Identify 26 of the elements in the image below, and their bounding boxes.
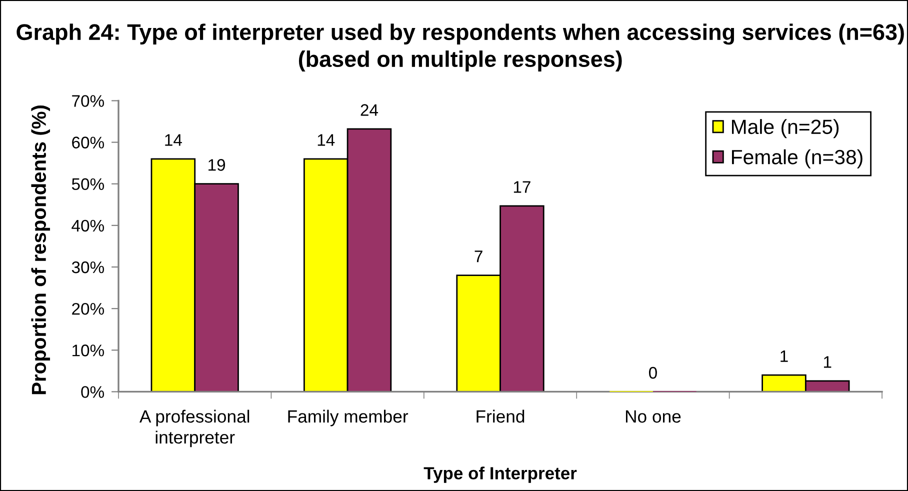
annotation: 1: [824, 356, 832, 368]
x-tick-label: Friend: [476, 410, 524, 423]
annotation: 19: [208, 159, 226, 171]
y-tick-label: 70%: [72, 95, 104, 107]
legend-label: Female (n=38): [732, 149, 862, 168]
annotation: 1: [780, 350, 788, 362]
y-tick-label: 30%: [72, 261, 104, 274]
y-tick-label: 60%: [72, 136, 104, 148]
annotation: 17: [514, 181, 530, 193]
y-tick-label: 0%: [81, 386, 104, 398]
y-tick-label: 40%: [72, 220, 104, 232]
annotation: 24: [360, 104, 378, 116]
x-tick-label: A professional interpreter: [139, 410, 250, 448]
annotation: 0: [648, 366, 657, 379]
x-tick-label: Family member: [288, 410, 408, 426]
chart-title: Graph 24: Type of interpreter used by respondents when accessing services (n=63) (based on multiple responses): [16, 24, 904, 72]
annotation: 14: [165, 134, 182, 146]
annotation: 7: [474, 250, 482, 262]
annotation: 14: [318, 134, 335, 146]
y-axis-title: Proportion of respondents (%): [31, 106, 50, 394]
x-tick-label: No one: [626, 410, 681, 423]
legend-label: Male (n=25): [732, 119, 839, 138]
y-tick-label: 20%: [72, 302, 104, 315]
y-tick-label: 10%: [72, 344, 104, 356]
y-tick-label: 50%: [72, 178, 104, 190]
x-axis-title: Type of Interpreter: [424, 466, 577, 483]
